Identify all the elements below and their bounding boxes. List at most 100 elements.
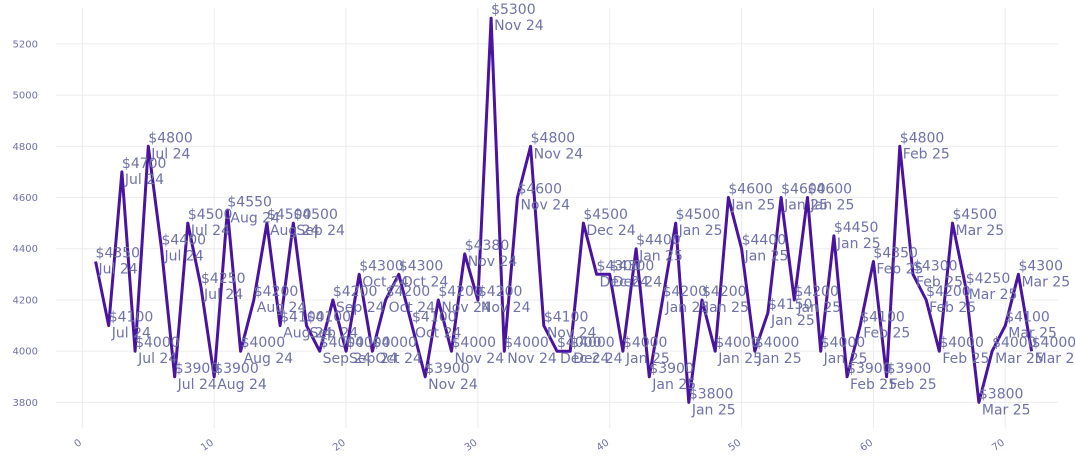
data-label-month: Nov 24 — [520, 198, 570, 214]
data-label-month: Nov 24 — [481, 300, 531, 316]
data-label-price: $4400 — [161, 233, 206, 249]
x-tick-label: 50 — [727, 437, 744, 453]
data-label-price: $4100 — [109, 310, 154, 326]
data-label-price: $4200 — [794, 284, 839, 300]
data-label-price: $4500 — [188, 207, 233, 223]
data-label-price: $4100 — [860, 310, 905, 326]
data-label-price: $4000 — [570, 335, 615, 351]
data-label-price: $4800 — [900, 130, 945, 146]
data-label-price: $4000 — [372, 335, 417, 351]
data-label-price: $4400 — [742, 233, 787, 249]
data-label-price: $4000 — [346, 335, 391, 351]
data-label-month: Jan 25 — [823, 351, 868, 367]
x-tick-label: 60 — [858, 437, 875, 453]
data-label-month: Jul 24 — [124, 172, 164, 188]
data-label-price: $4300 — [399, 258, 444, 274]
data-label-month: Jan 25 — [810, 198, 855, 214]
data-label-month: Jul 24 — [163, 249, 203, 265]
data-label-price: $3900 — [847, 361, 892, 377]
data-label-price: $3900 — [887, 361, 932, 377]
data-label-price: $4500 — [676, 207, 721, 223]
data-label-month: Aug 24 — [217, 377, 267, 393]
data-label-price: $4200 — [386, 284, 431, 300]
data-label-month: Aug 24 — [270, 223, 320, 239]
data-label-price: $4600 — [728, 182, 773, 198]
data-label-price: $3900 — [214, 361, 259, 377]
y-tick-label: 3800 — [13, 398, 38, 409]
data-label-price: $4000 — [755, 335, 800, 351]
y-tick-label: 4400 — [13, 244, 38, 255]
data-label-price: $4300 — [913, 258, 958, 274]
data-label-month: Jul 24 — [150, 146, 190, 162]
data-label-month: Feb 25 — [876, 262, 923, 278]
data-label-month: Oct 24 — [375, 351, 422, 367]
data-label-month: Sep 24 — [349, 351, 398, 367]
data-label-month: Mar 25 — [956, 223, 1005, 239]
data-label-month: Sep 24 — [336, 300, 385, 316]
data-label-price: $4150 — [768, 297, 813, 313]
data-label-month: Mar 25 — [1008, 326, 1057, 342]
data-label-price: $4500 — [583, 207, 628, 223]
data-label-month: Nov 24 — [507, 351, 557, 367]
data-label-price: $4250 — [966, 271, 1011, 287]
data-label-month: Dec 24 — [573, 351, 622, 367]
data-label-month: Dec 24 — [586, 223, 635, 239]
data-label-month: Feb 25 — [863, 326, 910, 342]
data-label-price: $4300 — [1018, 258, 1063, 274]
y-tick-label: 4000 — [13, 347, 38, 358]
data-label-month: Jul 24 — [203, 287, 243, 303]
data-label-month: Jan 25 — [730, 198, 775, 214]
data-label-price: $3800 — [689, 386, 734, 402]
data-label-price: $4300 — [597, 258, 642, 274]
data-label-month: Oct 24 — [415, 326, 462, 342]
data-label-month: Jul 24 — [111, 326, 151, 342]
data-label-price: $4200 — [254, 284, 299, 300]
data-label-price: $4000 — [135, 335, 180, 351]
data-label-month: Sep 24 — [310, 326, 359, 342]
data-label-month: Sep 24 — [323, 351, 372, 367]
data-label-month: Jan 25 — [796, 300, 841, 316]
data-label-price: $4000 — [821, 335, 866, 351]
data-label-price: $4200 — [333, 284, 378, 300]
data-label-month: Oct 24 — [362, 274, 409, 290]
data-label-month: Mar 25 — [1035, 351, 1075, 367]
data-label-month: Nov 24 — [441, 300, 491, 316]
data-label-month: Nov 24 — [494, 18, 544, 34]
data-label-price: $4300 — [610, 258, 655, 274]
data-label-price: $4500 — [293, 207, 338, 223]
x-tick-label: 30 — [463, 437, 480, 453]
data-label-price: $4550 — [227, 194, 272, 210]
data-label-price: $4000 — [504, 335, 549, 351]
data-label-month: Mar 25 — [1021, 274, 1070, 290]
data-label-price: $4800 — [531, 130, 576, 146]
data-label-month: Nov 24 — [468, 254, 518, 270]
data-label-price: $4350 — [873, 246, 918, 262]
y-tick-label: 4200 — [13, 295, 38, 306]
data-label-price: $4200 — [438, 284, 483, 300]
data-label-month: Oct 24 — [402, 274, 449, 290]
data-label-month: Jan 25 — [678, 223, 723, 239]
data-label-month: Dec 24 — [613, 274, 662, 290]
data-label-month: Aug 24 — [283, 326, 333, 342]
y-tick-label: 5000 — [13, 91, 38, 102]
data-label-price: $4200 — [662, 284, 707, 300]
data-label-month: Dec 24 — [600, 274, 649, 290]
data-label-price: $4380 — [465, 238, 510, 254]
data-label-month: Jan 25 — [691, 402, 736, 418]
data-label-month: Jan 25 — [638, 249, 683, 265]
data-label-month: Nov 24 — [428, 377, 478, 393]
series-line — [94, 16, 1034, 404]
data-label-price: $5300 — [491, 2, 536, 18]
data-label-month: Feb 25 — [850, 377, 897, 393]
x-tick-label: 10 — [199, 437, 216, 453]
data-label-month: Jul 24 — [190, 223, 230, 239]
data-label-month: Dec 24 — [560, 351, 609, 367]
data-label-price: $4200 — [926, 284, 971, 300]
data-label-month: Feb 25 — [929, 300, 976, 316]
data-label-month: Jan 25 — [717, 351, 762, 367]
data-label-month: Aug 24 — [244, 351, 294, 367]
data-label-month: Jan 25 — [664, 300, 709, 316]
data-label-price: $4000 — [992, 335, 1037, 351]
